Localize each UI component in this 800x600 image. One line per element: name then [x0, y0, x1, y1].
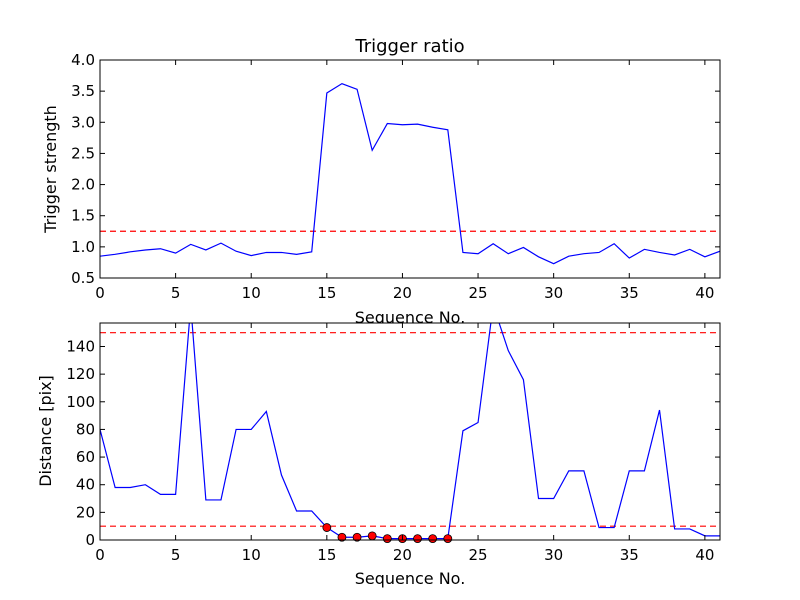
- x-tick-label: 10: [242, 546, 261, 564]
- x-tick-label: 5: [171, 546, 181, 564]
- series-line: [100, 83, 720, 265]
- plot-frame-top: [99, 59, 721, 279]
- y-tick-label: 3.0: [71, 113, 95, 131]
- x-tick-label: 35: [620, 284, 639, 302]
- y-axis-label-top: Trigger strength: [41, 105, 60, 234]
- x-tick-label: 15: [317, 284, 336, 302]
- chart-trigger-ratio: 0 5 10 15 20 25 30 35 40 0.5 1.0 1.5 2.0 2.5 3.0 3.5 4.…: [41, 36, 721, 327]
- x-tick-label: 0: [95, 284, 105, 302]
- data-point-marker: [382, 534, 392, 544]
- y-tick-label: 20: [76, 503, 95, 521]
- y-tick-label: 80: [76, 420, 95, 438]
- data-point-marker: [413, 534, 422, 544]
- x-tick-label: 40: [695, 546, 714, 564]
- y-tick-label: 0.5: [71, 269, 95, 287]
- y-tick-label: 3.5: [71, 82, 95, 100]
- y-axis-label-bottom: Distance [pix]: [36, 375, 55, 487]
- y-tick-label: 40: [76, 476, 95, 494]
- plot-area-top: [100, 60, 720, 278]
- x-tick-label: 25: [469, 284, 488, 302]
- x-tick-label: 35: [620, 546, 639, 564]
- y-tick-label: 120: [66, 365, 95, 383]
- chart-distance: 0 5 10 15 20 25 30 35 40 0 20 40 60 80 100 120 140 Sequ…: [36, 322, 721, 588]
- x-tick-label: 20: [393, 284, 412, 302]
- x-tick-label: 20: [393, 546, 412, 564]
- x-tick-label: 10: [242, 284, 261, 302]
- y-tick-label: 4.0: [71, 51, 95, 69]
- data-point-marker: [352, 532, 362, 542]
- data-point-marker: [428, 534, 438, 544]
- plot-frame-bottom: [99, 322, 721, 541]
- y-tick-label: 1.0: [71, 238, 95, 256]
- data-point-marker: [322, 523, 332, 532]
- x-tick-label: 40: [695, 284, 714, 302]
- y-tick-label: 60: [76, 448, 95, 466]
- x-tick-label: 30: [544, 546, 563, 564]
- series-line: [100, 323, 720, 540]
- x-tick-label: 30: [544, 284, 563, 302]
- chart-title: Trigger ratio: [354, 36, 464, 57]
- x-tick-label: 15: [317, 546, 336, 564]
- x-axis-label-bottom: Sequence No.: [355, 569, 466, 588]
- x-tick-label: 25: [469, 546, 488, 564]
- y-tick-label: 0: [85, 531, 95, 549]
- y-tick-label: 2.5: [71, 144, 95, 162]
- y-tick-label: 2.0: [71, 176, 95, 194]
- plot-area-bottom: [100, 323, 720, 540]
- data-point-marker: [443, 534, 453, 544]
- x-axis-label-top: Sequence No.: [355, 308, 466, 327]
- data-point-marker: [367, 531, 377, 541]
- x-tick-label: 0: [95, 546, 105, 564]
- y-tick-label: 100: [66, 393, 95, 411]
- x-tick-label: 5: [171, 284, 181, 302]
- data-point-marker: [337, 532, 347, 542]
- y-tick-label: 140: [66, 337, 95, 355]
- y-tick-label: 1.5: [71, 207, 95, 225]
